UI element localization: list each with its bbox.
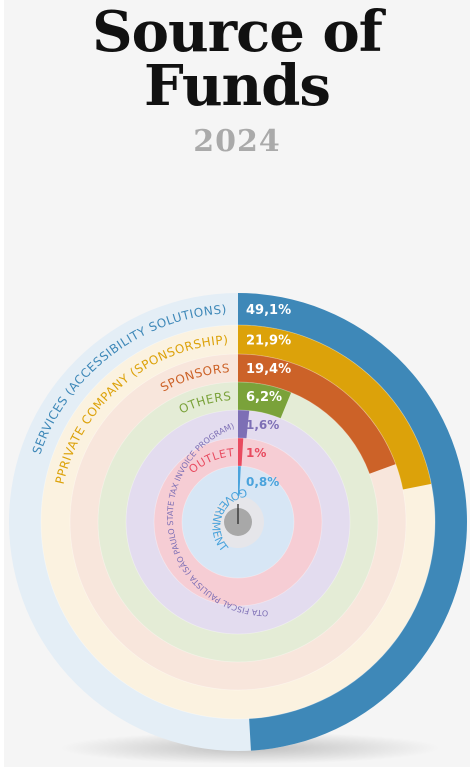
year-label: 2024: [193, 124, 281, 159]
value-label-nota-fiscal-paulista-s-o-paulo-state-tax: 1,6%: [246, 418, 279, 432]
bar-pprivate-company-sponsorship: [238, 325, 432, 490]
ring-divider: [40, 324, 436, 720]
bar-nota-fiscal-paulista-s-o-paulo-state-tax: [238, 410, 250, 439]
ring-divider: [125, 409, 351, 635]
value-label-outlet: 1%: [246, 446, 266, 460]
value-label-others: 6,2%: [246, 390, 282, 405]
value-label-government: 0,8%: [246, 475, 279, 489]
value-label-pprivate-company-sponsorship: 21,9%: [246, 334, 291, 349]
bar-government: [238, 466, 241, 497]
bar-others: [238, 382, 292, 419]
ring-divider: [69, 353, 407, 691]
ring-divider: [181, 465, 295, 579]
value-label-services-accessibility-solutions: 49,1%: [246, 303, 291, 318]
ring-divider: [153, 437, 323, 607]
bar-sponsors: [238, 354, 396, 474]
ring-divider: [97, 381, 379, 663]
value-label-sponsors: 19,4%: [246, 362, 291, 377]
page-title-line1: Source of: [92, 0, 383, 65]
page-title-line2: Funds: [144, 53, 331, 119]
bar-services-accessibility-solutions: [238, 293, 467, 751]
bar-outlet: [238, 438, 244, 467]
